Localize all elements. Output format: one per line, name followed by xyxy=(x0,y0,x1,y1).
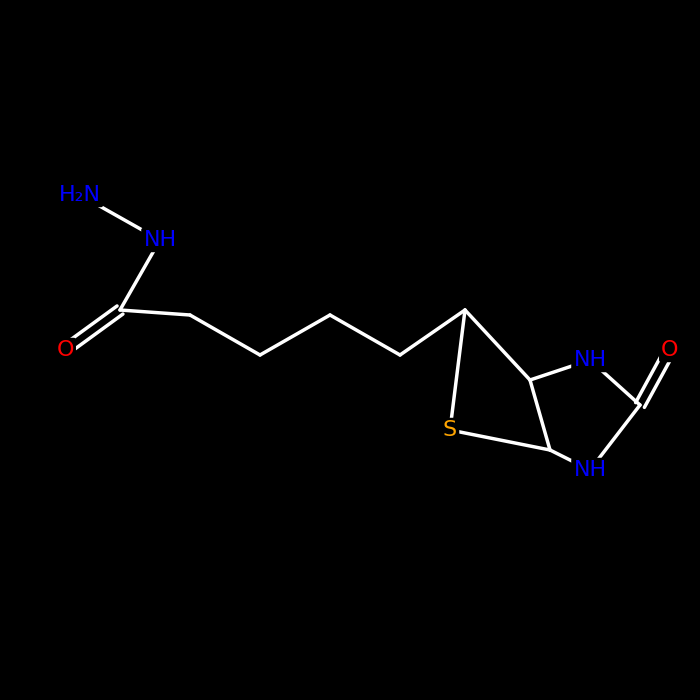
Text: H₂N: H₂N xyxy=(59,185,101,205)
Text: NH: NH xyxy=(144,230,176,250)
Text: NH: NH xyxy=(573,460,607,480)
Text: NH: NH xyxy=(573,350,607,370)
Text: S: S xyxy=(443,420,457,440)
Text: O: O xyxy=(662,340,679,360)
Text: O: O xyxy=(56,340,74,360)
